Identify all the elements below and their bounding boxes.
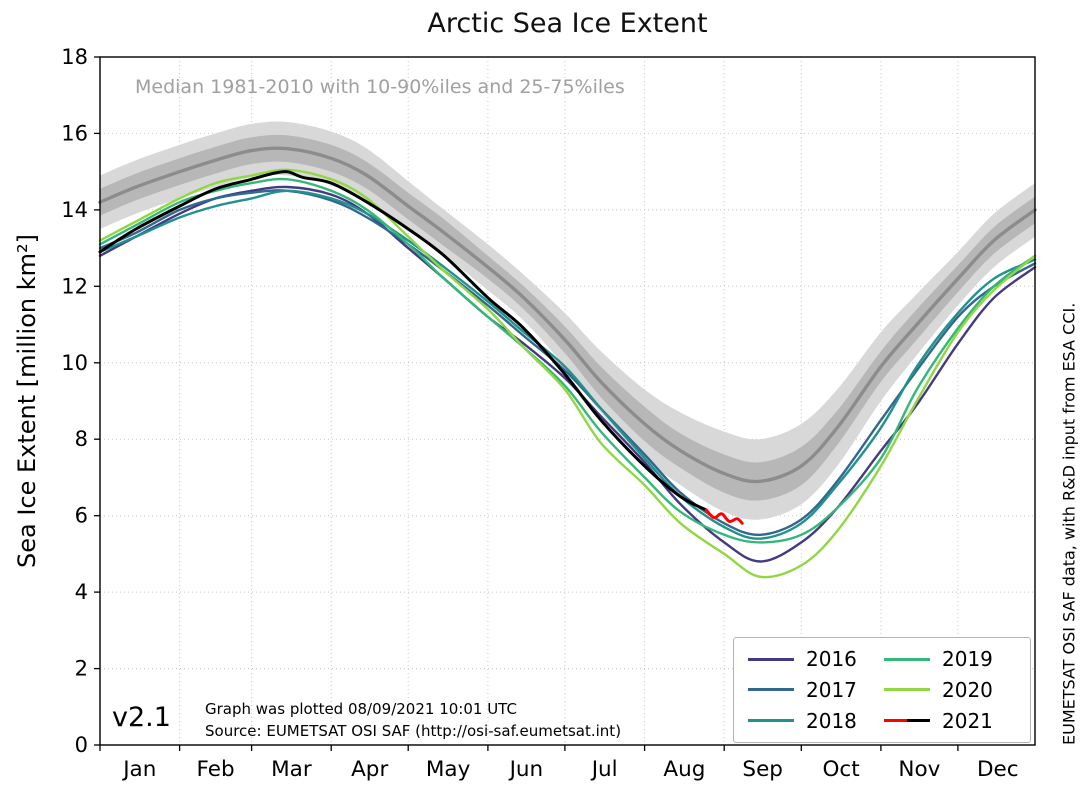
x-tick-label: Dec (977, 757, 1019, 782)
series-line-2021-recent-two-weeks (704, 508, 744, 525)
band-10-90 (100, 121, 1035, 520)
plotted-timestamp: Graph was plotted 08/09/2021 10:01 UTC (205, 700, 517, 718)
legend-item-2019: 2019 (884, 644, 1020, 675)
x-tick-label: Feb (197, 757, 235, 782)
y-tick-label: 8 (75, 427, 88, 451)
chart-title: Arctic Sea Ice Extent (427, 8, 708, 39)
legend-label: 2020 (942, 677, 993, 702)
y-tick-label: 0 (75, 733, 88, 757)
plot-frame (99, 56, 1036, 746)
series-line-2021 (98, 170, 708, 512)
attribution-note: EUMETSAT OSI SAF data, with R&D input fr… (1059, 302, 1079, 745)
legend-item-2020: 2020 (884, 675, 1020, 706)
legend-item-2021: 2021 (884, 705, 1020, 736)
legend-label: 2021 (942, 708, 993, 733)
x-tick-label: Jan (121, 757, 156, 782)
y-tick-label: 4 (75, 580, 88, 604)
legend-item-2018: 2018 (748, 705, 884, 736)
y-tick-label: 18 (61, 45, 88, 69)
legend-swatch-2017 (748, 688, 794, 692)
legend-label: 2017 (806, 677, 857, 702)
x-tick-label: Nov (898, 757, 940, 782)
legend-swatch-2020 (884, 688, 930, 692)
source-note: Source: EUMETSAT OSI SAF (http://osi-saf… (205, 722, 622, 740)
x-tick-label: Jul (590, 757, 618, 782)
series-line-2019 (98, 177, 1037, 544)
median-line (98, 146, 1037, 484)
legend-item-2016: 2016 (748, 644, 884, 675)
x-tick-label: Sep (742, 757, 783, 782)
series-line-2020 (98, 168, 1037, 579)
legend-swatch-2018 (748, 719, 794, 723)
legend-item-2017: 2017 (748, 675, 884, 706)
legend-swatch-2019 (884, 657, 930, 661)
footnotes: Graph was plotted 08/09/2021 10:01 UTC S… (205, 698, 621, 742)
band-25-75 (100, 134, 1035, 501)
legend-label: 2018 (806, 708, 857, 733)
x-tick-label: Apr (351, 757, 388, 782)
legend-label: 2019 (942, 647, 993, 672)
legend-label: 2016 (806, 647, 857, 672)
x-tick-label: Aug (663, 757, 705, 782)
y-tick-label: 12 (61, 274, 88, 298)
y-tick-label: 16 (61, 121, 88, 145)
legend: 2016 2017 2018 2019 2020 2021 (733, 637, 1031, 743)
y-axis-label: Sea Ice Extent [million km²] (13, 234, 41, 568)
version-label: v2.1 (112, 702, 171, 733)
legend-swatch-2016 (748, 657, 794, 661)
y-tick-label: 14 (61, 198, 88, 222)
series-line-2018 (98, 189, 1037, 540)
y-tick-label: 2 (75, 657, 88, 681)
series-line-2017 (98, 189, 1037, 537)
climatology-note: Median 1981-2010 with 10-90%iles and 25-… (135, 76, 625, 98)
y-tick-label: 10 (61, 351, 88, 375)
x-tick-label: Jun (508, 757, 544, 782)
legend-swatch-2021 (884, 719, 930, 723)
x-tick-label: Mar (271, 757, 312, 782)
series-line-2016 (98, 185, 1037, 563)
x-tick-label: May (426, 757, 471, 782)
y-tick-label: 6 (75, 504, 88, 528)
x-tick-label: Oct (823, 757, 860, 782)
